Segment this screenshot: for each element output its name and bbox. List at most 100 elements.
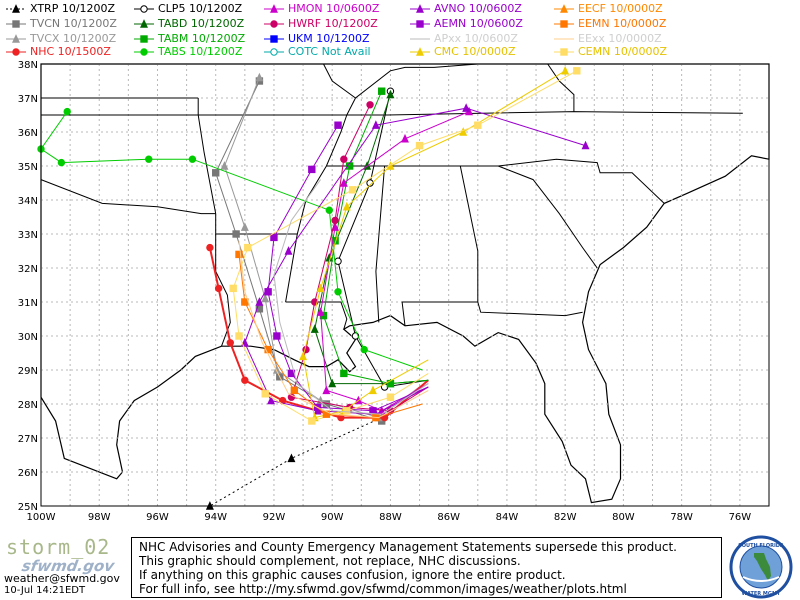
latitude-tick-label: 38N: [18, 60, 38, 71]
legend-swatch-icon: [6, 20, 26, 28]
latitude-tick-label: 29N: [18, 366, 38, 377]
track-point: [401, 133, 409, 143]
track-point: [462, 103, 471, 112]
coastline: [40, 63, 770, 504]
legend-label: NHC 10/1500Z: [30, 45, 111, 58]
track-point: [343, 407, 351, 415]
longitude-tick-label: 86W: [437, 512, 460, 523]
state-border: [346, 63, 478, 116]
longitude-tick-label: 76W: [729, 512, 752, 523]
longitude-tick-label: 90W: [321, 512, 344, 523]
legend-label: AVNO 10/0600Z: [434, 2, 522, 15]
track-line: [302, 70, 566, 419]
track-point: [360, 345, 368, 354]
longitude-tick-label: 82W: [554, 512, 577, 523]
track-point: [308, 165, 316, 174]
track-point: [340, 369, 348, 378]
legend-label: HMON 10/0600Z: [288, 2, 380, 15]
track-point: [235, 250, 243, 259]
legend-swatch-icon: [6, 34, 26, 43]
track-point: [474, 121, 482, 129]
storm-name: storm_02: [6, 535, 111, 559]
state-border: [498, 165, 598, 269]
contact-email[interactable]: weather@sfwmd.gov: [4, 572, 120, 585]
track-point: [287, 453, 296, 463]
track-point: [206, 243, 214, 252]
legend-label: HWRF 10/1200Z: [288, 17, 378, 30]
legend-swatch-icon: [6, 4, 26, 13]
lat-lon-grid: [41, 64, 769, 506]
legend-swatch-icon: [264, 48, 284, 56]
latitude-tick-label: 27N: [18, 434, 38, 445]
legend-swatch-icon: [410, 4, 430, 13]
legend-swatch-icon: [134, 48, 154, 56]
latitude-tick-label: 36N: [18, 128, 38, 139]
legend-swatch-icon: [410, 38, 430, 40]
track-point: [63, 107, 71, 116]
state-border: [197, 98, 217, 214]
track-point: [316, 283, 325, 293]
longitude-tick-label: 80W: [612, 512, 635, 523]
track-line: [273, 179, 429, 415]
latitude-tick-label: 30N: [18, 332, 38, 343]
track-point: [302, 345, 310, 354]
disclaimer-line: NHC Advisories and County Emergency Mana…: [139, 540, 677, 554]
track-map: 38N 37N 36N 35N 34N 33N 32N 31N 30N 29N 28N 27N 26N 2…: [18, 60, 770, 523]
track-point: [322, 385, 331, 395]
track-point: [334, 121, 342, 129]
latitude-tick-label: 31N: [18, 298, 38, 309]
track-point: [267, 395, 276, 405]
state-border: [477, 301, 583, 317]
longitude-tick-label: 84W: [496, 512, 519, 523]
track-point: [366, 101, 374, 109]
track-point: [261, 390, 269, 398]
track-point: [255, 72, 264, 82]
track-point: [415, 141, 424, 150]
track-eexx: [238, 240, 429, 419]
legend-label: CLP5 10/1200Z: [158, 2, 243, 15]
track-point: [290, 386, 299, 395]
track-point: [145, 155, 153, 163]
track-point: [264, 288, 272, 296]
track-line: [223, 77, 429, 419]
track-point: [334, 288, 342, 296]
latitude-tick-label: 28N: [18, 400, 38, 411]
district-seal-logo: SOUTH FLORIDA WATER MGMT: [729, 535, 793, 599]
track-point: [240, 222, 249, 231]
state-border: [547, 63, 575, 112]
latitude-tick-label: 37N: [18, 94, 38, 105]
track-point: [212, 169, 220, 177]
longitude-tick-label: 98W: [88, 512, 111, 523]
track-point: [220, 161, 229, 170]
disclaimer-link-line[interactable]: For full info, see http://my.sfwmd.gov/s…: [139, 582, 627, 596]
state-border: [375, 165, 386, 323]
legend-swatch-icon: [554, 38, 574, 40]
legend-label: EECF 10/0000Z: [578, 2, 663, 15]
legend-swatch-icon: [554, 48, 574, 56]
legend-label: CMC 10/0000Z: [434, 45, 516, 58]
track-cemn: [229, 67, 581, 425]
legend-swatch-icon: [134, 35, 154, 43]
legend-label: TABM 10/1200Z: [158, 32, 246, 45]
state-border: [326, 158, 665, 204]
legend-swatch-icon: [6, 48, 26, 56]
latitude-tick-label: 33N: [18, 230, 38, 241]
legend-swatch-icon: [554, 4, 574, 13]
track-point: [386, 393, 395, 401]
track-point: [255, 297, 264, 306]
track-point: [328, 378, 337, 388]
legend-swatch-icon: [134, 19, 154, 28]
track-apxx: [273, 179, 429, 415]
legend-label: TVCX 10/1200Z: [30, 32, 117, 45]
legend-swatch-icon: [554, 20, 574, 28]
legend-label: APxx 10/0600Z: [434, 32, 518, 45]
legend-label: EExx 10/0000Z: [578, 32, 662, 45]
latitude-tick-label: 26N: [18, 468, 38, 479]
track-point: [386, 89, 395, 99]
longitude-tick-label: 96W: [146, 512, 169, 523]
track-point: [284, 246, 293, 255]
model-legend: XTRP 10/1200Z CLP5 10/1200Z HMON 10/0600Z A…: [0, 0, 800, 58]
track-point: [340, 155, 348, 163]
track-point: [261, 293, 270, 303]
track-point: [188, 155, 197, 163]
